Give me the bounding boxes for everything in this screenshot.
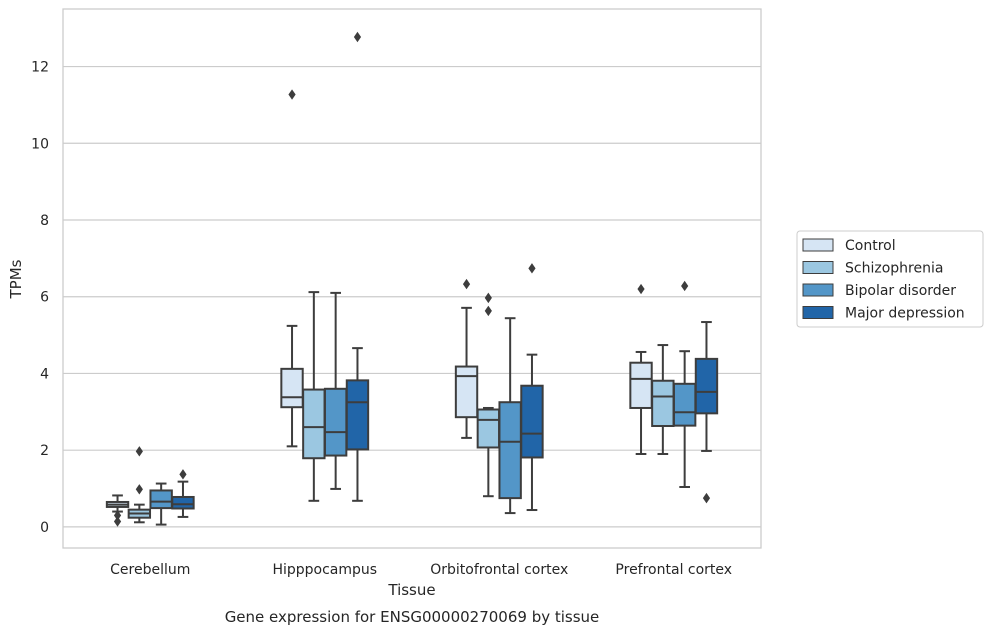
legend-frame xyxy=(796,230,984,328)
y-axis-ticks: 0 2 4 6 8 10 12 xyxy=(31,60,49,536)
box-iqr xyxy=(629,361,653,409)
legend-swatch-bipolar-disorder xyxy=(802,283,834,297)
outlier-marker xyxy=(288,89,296,100)
y-tick-label-4: 4 xyxy=(40,366,49,382)
outlier-marker xyxy=(637,283,645,295)
gridlines xyxy=(63,65,761,528)
legend-label-control: Control xyxy=(845,238,896,254)
x-tick-label-orbitofrontal-cortex: Orbitofrontal cortex xyxy=(430,562,568,578)
box-iqr xyxy=(149,489,173,510)
x-axis-ticks: Cerebellum Hipppocampus Orbitofrontal cort… xyxy=(110,562,732,578)
plot-area-boxes xyxy=(105,31,719,527)
box-control-3 xyxy=(629,283,653,456)
box-iqr xyxy=(280,367,304,409)
box-iqr xyxy=(323,387,348,457)
y-tick-label-6: 6 xyxy=(40,290,49,306)
box-iqr xyxy=(476,408,501,449)
outlier-marker xyxy=(353,31,362,43)
plot-frame xyxy=(62,8,762,549)
legend-swatch-control xyxy=(802,238,834,252)
outlier-marker xyxy=(135,446,143,457)
y-axis-label: TPMs xyxy=(7,259,25,299)
outlier-marker xyxy=(462,278,471,290)
y-tick-label-0: 0 xyxy=(40,520,49,536)
y-tick-label-2: 2 xyxy=(40,443,49,459)
legend-label-bipolar-disorder: Bipolar disorder xyxy=(845,283,956,299)
legend-swatch-schizophrenia xyxy=(802,261,834,274)
box-iqr xyxy=(651,379,675,428)
outlier-marker xyxy=(528,263,536,274)
outlier-marker xyxy=(135,484,143,495)
box-control-2 xyxy=(454,278,479,439)
outlier-marker xyxy=(681,280,689,292)
legend: Control Schizophrenia Bipolar disorder Majo… xyxy=(796,230,984,328)
outlier-marker xyxy=(484,292,492,304)
box-schizophrenia-3 xyxy=(651,344,675,456)
box-schizophrenia-1 xyxy=(302,291,326,502)
box-major-depression-3 xyxy=(694,321,719,504)
x-tick-label-cerebellum: Cerebellum xyxy=(110,562,190,578)
legend-swatch-major-depression xyxy=(802,306,834,319)
box-control-1 xyxy=(280,89,304,448)
box-bipolar-disorder-0 xyxy=(149,482,173,526)
box-bipolar-disorder-2 xyxy=(498,317,522,515)
box-iqr xyxy=(520,384,544,459)
y-tick-label-8: 8 xyxy=(40,213,49,229)
outlier-marker xyxy=(702,492,711,504)
box-major-depression-2 xyxy=(520,263,544,512)
legend-label-major-depression: Major depression xyxy=(845,306,965,322)
box-schizophrenia-0 xyxy=(127,446,152,524)
outlier-marker xyxy=(484,305,492,317)
box-major-depression-1 xyxy=(345,31,370,502)
box-bipolar-disorder-1 xyxy=(323,291,348,490)
x-tick-label-hipppocampus: Hipppocampus xyxy=(272,562,377,578)
box-iqr xyxy=(672,382,697,427)
legend-label-schizophrenia: Schizophrenia xyxy=(845,261,943,277)
outlier-marker xyxy=(179,469,187,480)
outlier-marker xyxy=(113,516,122,527)
y-tick-label-12: 12 xyxy=(31,60,49,76)
box-bipolar-disorder-3 xyxy=(672,280,697,489)
box-schizophrenia-2 xyxy=(476,292,501,498)
y-tick-label-10: 10 xyxy=(31,136,49,152)
box-major-depression-0 xyxy=(171,469,195,518)
outlier-marker xyxy=(113,510,122,521)
box-iqr xyxy=(694,357,719,415)
box-iqr xyxy=(345,379,370,451)
box-iqr xyxy=(171,495,195,510)
figure-caption: Gene expression for ENSG00000270069 by t… xyxy=(225,608,600,626)
box-iqr xyxy=(454,365,479,419)
box-iqr xyxy=(302,388,326,460)
box-control-0 xyxy=(105,494,130,527)
x-tick-label-prefrontal-cortex: Prefrontal cortex xyxy=(615,562,732,578)
x-axis-label: Tissue xyxy=(387,581,435,599)
box-iqr xyxy=(498,401,522,500)
